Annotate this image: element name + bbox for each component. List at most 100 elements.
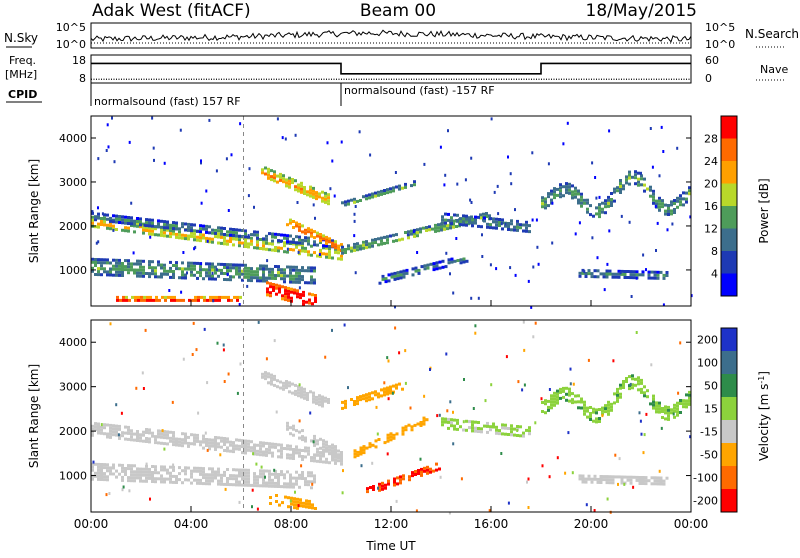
heat-cell <box>232 266 235 270</box>
heat-cell <box>586 409 589 413</box>
heat-cell <box>586 201 589 205</box>
heat-cell <box>130 479 133 483</box>
heat-cell <box>217 268 220 272</box>
heat-cell <box>211 467 214 471</box>
heat-cell <box>362 243 365 247</box>
heat-cell <box>163 433 166 437</box>
heat-cell <box>184 228 187 232</box>
heat-cell <box>528 224 531 228</box>
heat-speckle <box>143 223 146 227</box>
heat-cell <box>261 168 264 172</box>
heat-cell <box>587 477 591 481</box>
heat-cell <box>685 393 688 397</box>
heat-cell <box>289 234 292 238</box>
heat-cell <box>318 192 321 196</box>
heat-cell <box>301 241 304 245</box>
heat-cell <box>178 230 181 234</box>
heat-cell <box>273 176 276 180</box>
heat-speckle <box>236 391 239 395</box>
heat-cell <box>253 472 256 476</box>
heat-cell <box>127 216 130 219</box>
heat-cell <box>250 279 253 283</box>
heat-cell <box>310 281 313 285</box>
heat-cell <box>310 456 313 460</box>
heat-cell <box>277 265 280 269</box>
heat-cell <box>158 298 161 302</box>
heat-cell <box>607 400 610 404</box>
heat-cell <box>634 383 637 387</box>
heat-cell <box>465 259 469 263</box>
heat-cell <box>157 219 160 223</box>
heat-cell <box>208 277 211 281</box>
heat-cell <box>214 442 217 445</box>
heat-cell <box>366 487 369 491</box>
heat-cell <box>140 298 143 302</box>
cpid-segment-label: normalsound (fast) 157 RF <box>94 95 241 108</box>
heat-cell <box>314 297 317 300</box>
heat-cell <box>507 225 510 228</box>
heat-cell <box>232 483 235 487</box>
heat-cell <box>565 191 568 195</box>
heat-cell <box>347 247 350 251</box>
heat-cell <box>115 430 118 434</box>
heat-cell <box>634 377 637 381</box>
heat-cell <box>256 240 259 244</box>
heat-cell <box>289 444 292 448</box>
heat-cell <box>289 426 292 430</box>
heat-cell <box>170 298 173 302</box>
heat-cell <box>635 478 639 482</box>
heat-cell <box>220 439 223 443</box>
heat-cell <box>278 284 281 288</box>
heat-cell <box>100 475 103 478</box>
heat-cell <box>327 401 330 404</box>
heat-speckle <box>239 122 242 126</box>
heat-cell <box>590 477 594 481</box>
heat-cell <box>331 455 334 459</box>
heat-cell <box>124 229 127 233</box>
heat-cell <box>331 446 334 450</box>
heat-cell <box>214 277 217 281</box>
heat-cell <box>265 441 268 445</box>
heat-cell <box>121 463 124 467</box>
heat-speckle <box>527 477 530 481</box>
heat-speckle <box>671 222 674 226</box>
heat-cell <box>435 264 439 268</box>
heat-cell <box>208 225 211 229</box>
heat-cell <box>215 295 218 299</box>
heat-cell <box>325 457 328 461</box>
heat-cell <box>386 386 389 390</box>
heat-cell <box>232 234 235 237</box>
heat-cell <box>142 430 145 434</box>
heat-cell <box>283 280 286 284</box>
heat-cell <box>256 273 259 277</box>
heat-speckle <box>206 381 209 385</box>
heat-cell <box>471 218 474 222</box>
heat-cell <box>284 289 287 293</box>
heat-cell <box>291 178 294 181</box>
heat-speckle <box>660 125 663 129</box>
heat-speckle <box>606 262 609 266</box>
heat-cell <box>208 262 211 266</box>
heat-speckle <box>371 461 374 465</box>
heat-cell <box>450 222 453 226</box>
heat-cell <box>232 450 235 454</box>
heat-cell <box>643 394 646 398</box>
heat-cell <box>112 463 115 467</box>
heat-cell <box>362 397 365 401</box>
heat-cell <box>470 215 473 219</box>
heat-cell <box>650 270 654 274</box>
heat-cell <box>410 232 413 236</box>
heat-cell <box>283 476 286 480</box>
heat-cell <box>617 475 621 479</box>
heat-cell <box>655 202 658 206</box>
heat-cell <box>273 179 276 183</box>
heat-cell <box>653 270 657 274</box>
heat-cell <box>426 471 429 475</box>
heat-cell <box>568 191 571 195</box>
heat-cell <box>205 441 208 444</box>
heat-cell <box>127 467 130 471</box>
heat-cell <box>272 286 275 289</box>
heat-cell <box>653 476 657 480</box>
heat-cell <box>685 197 688 201</box>
heat-speckle <box>463 378 465 381</box>
